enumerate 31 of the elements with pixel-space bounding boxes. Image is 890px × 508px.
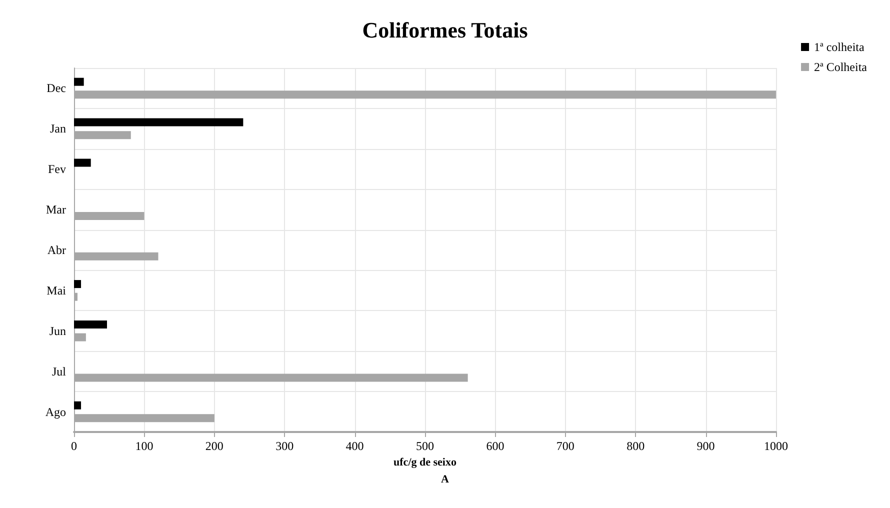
x-tick-label: 400	[346, 439, 364, 453]
y-tick-label: Ago	[45, 404, 66, 419]
x-tick-label: 900	[696, 439, 715, 453]
x-tick-label: 700	[556, 439, 574, 453]
legend-label: 2ª Colheita	[814, 60, 868, 74]
y-tick-label: Fev	[48, 162, 66, 176]
y-tick-label: Jun	[49, 324, 66, 338]
bar	[74, 118, 244, 126]
x-tick-label: 200	[205, 439, 224, 453]
x-tick-label: 500	[416, 439, 434, 453]
bar	[74, 401, 82, 410]
bar	[74, 280, 82, 288]
bar	[74, 158, 91, 167]
bar	[74, 320, 107, 328]
y-tick-label: Mar	[46, 202, 66, 217]
x-tick-label: 0	[71, 439, 77, 453]
x-tick-label: 1000	[764, 439, 788, 453]
y-tick-label: Jan	[50, 122, 66, 136]
bar	[74, 78, 84, 86]
x-axis-title: ufc/g de seixo	[394, 456, 457, 468]
x-tick-label: 300	[276, 439, 294, 453]
x-tick-label: 600	[486, 439, 504, 453]
y-tick-label: Jul	[52, 364, 67, 378]
y-tick-label: Mai	[46, 283, 67, 298]
text: A	[441, 474, 450, 486]
y-tick-label: Abr	[47, 243, 66, 257]
x-tick-label: 800	[626, 439, 645, 453]
chart-title: Coliformes Totais	[362, 18, 528, 42]
x-tick-label: 100	[135, 439, 154, 453]
legend-label: 1ª colheita	[814, 40, 865, 54]
y-tick-label: Dec	[46, 81, 66, 96]
